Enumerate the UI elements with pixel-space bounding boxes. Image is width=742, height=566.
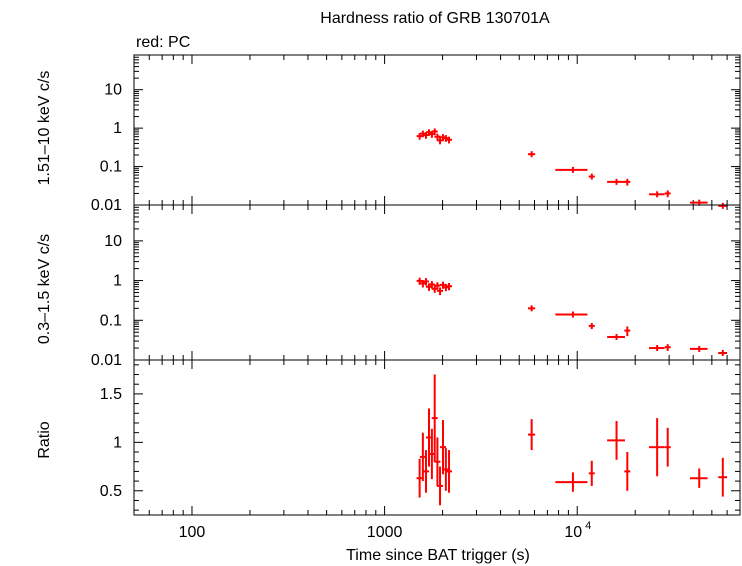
x-axis-label: Time since BAT trigger (s): [346, 547, 530, 564]
hard-band-ylabel: 1.51–10 keV c/s: [36, 71, 53, 186]
soft-band-y-tick-label: 10: [104, 233, 122, 250]
hard-band-data-point: [442, 135, 449, 142]
ratio-data-point: [624, 452, 631, 491]
hard-band-data-point: [664, 190, 671, 198]
hard-band-panel: 10 1 0.1 0.01: [91, 54, 741, 214]
soft-band-data-point: [437, 287, 444, 296]
ratio-data-point: [446, 450, 453, 493]
x-tick-label: 100: [179, 524, 206, 541]
hard-band-frame: [133, 54, 741, 206]
ratio-y-tick-label: 0.5: [100, 483, 122, 500]
hard-band-data-point: [434, 133, 441, 141]
ratio-panel: 1.5 1 0.5 100 1000 10 4: [100, 359, 741, 541]
ratio-data-point: [442, 448, 449, 491]
soft-band-data-point: [555, 311, 588, 318]
soft-band-data-point: [664, 344, 671, 351]
ratio-y-tick-label: 1: [113, 434, 122, 451]
hard-band-data-point: [555, 166, 588, 173]
ratio-y-tick-label: 1.5: [100, 386, 122, 403]
x-tick-label: 10: [564, 524, 582, 541]
soft-band-data-point: [428, 281, 435, 289]
ratio-data-point: [419, 432, 426, 482]
ratio-data-point: [689, 468, 708, 488]
hard-band-y-tick-label: 10: [104, 82, 122, 99]
soft-band-data-point: [446, 282, 453, 291]
ratio-data-point: [527, 419, 536, 451]
ratio-data-point: [555, 472, 588, 492]
hard-band-data-point: [607, 178, 625, 185]
hard-band-data-point: [649, 191, 665, 198]
soft-band-data-point: [649, 345, 665, 352]
ratio-data-point: [664, 427, 671, 467]
ratio-frame: [133, 359, 741, 516]
soft-band-data-point: [718, 350, 728, 357]
hard-band-data-point: [422, 132, 429, 139]
soft-band-data-point: [607, 333, 625, 340]
hard-band-data-point: [718, 202, 728, 209]
chart-title: Hardness ratio of GRB 130701A: [320, 10, 550, 27]
soft-band-data-point: [419, 280, 426, 288]
soft-band-data-point: [588, 322, 595, 330]
ratio-data-point: [607, 421, 625, 460]
hard-band-data-point: [446, 136, 453, 144]
ratio-data-point: [422, 450, 429, 493]
ratio-data-point: [437, 466, 444, 506]
ratio-ylabel: Ratio: [36, 421, 53, 458]
ratio-data-point: [431, 374, 438, 462]
hard-band-data-point: [419, 130, 426, 138]
ratio-data-point: [440, 420, 447, 475]
chart-subtitle: red: PC: [136, 34, 190, 51]
soft-band-data-point: [416, 277, 423, 285]
hard-band-y-tick-label: 0.1: [100, 159, 122, 176]
hard-band-y-tick-label: 1: [113, 120, 122, 137]
hard-band-data-point: [527, 151, 536, 158]
hard-band-data-point: [431, 128, 438, 136]
hard-band-data-point: [624, 178, 631, 186]
ratio-data-point: [649, 418, 665, 477]
x-tick-label-exponent: 4: [585, 520, 591, 532]
ratio-data-point: [434, 437, 441, 486]
soft-band-y-tick-label: 1: [113, 273, 122, 290]
soft-band-data-point: [689, 345, 708, 352]
hard-band-data-point: [588, 173, 595, 180]
soft-band-data-point: [527, 305, 536, 312]
soft-band-data-point: [434, 282, 441, 290]
soft-band-panel: 10 1 0.1 0.01: [91, 204, 741, 369]
soft-band-y-tick-label: 0.01: [91, 352, 122, 369]
hard-band-y-tick-label: 0.01: [91, 197, 122, 214]
soft-band-data-point: [624, 326, 631, 337]
hard-band-data-point: [416, 133, 423, 140]
soft-band-data-point: [422, 278, 429, 286]
ratio-data-point: [588, 460, 595, 486]
ratio-data-point: [416, 458, 423, 498]
soft-band-ylabel: 0.3–1.5 keV c/s: [36, 234, 53, 344]
ratio-data-point: [718, 457, 728, 497]
soft-band-y-tick-label: 0.1: [100, 312, 122, 329]
x-tick-label: 1000: [367, 524, 403, 541]
